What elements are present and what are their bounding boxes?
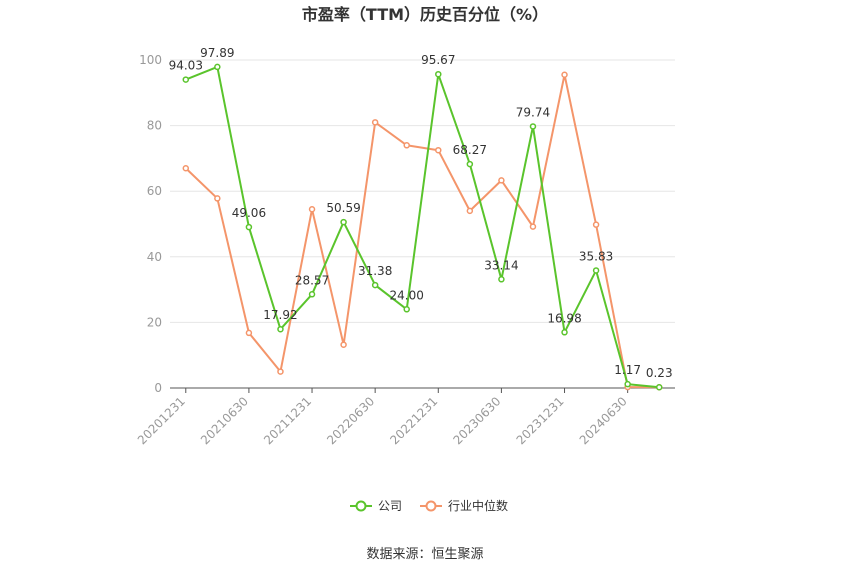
series-1-point-0 — [182, 164, 190, 172]
x-tick-label-7: 20240630 — [577, 394, 630, 447]
data-label-4: 28.57 — [295, 273, 329, 287]
series-1-point-3 — [277, 368, 284, 375]
series-0-point-0 — [182, 76, 190, 83]
series-0-point-8 — [435, 70, 442, 78]
x-tick-label-1: 20210630 — [198, 394, 251, 447]
series-1-point-12 — [561, 71, 568, 79]
y-tick-label-2: 40 — [147, 250, 162, 264]
series-0-point-12 — [561, 329, 568, 336]
x-tick-label-2: 20211231 — [261, 394, 314, 447]
series-0-point-10 — [498, 276, 505, 283]
y-tick-label-0: 0 — [154, 381, 162, 395]
y-tick-label-4: 80 — [147, 119, 162, 133]
data-label-15: 0.23 — [646, 366, 673, 380]
x-tick-label-3: 20220630 — [324, 394, 377, 447]
series-0-point-3 — [277, 325, 284, 333]
data-label-5: 50.59 — [326, 201, 360, 215]
data-label-9: 68.27 — [453, 143, 487, 157]
series-0-point-7 — [403, 306, 410, 313]
y-tick-label-3: 60 — [147, 184, 162, 198]
data-label-14: 1.17 — [614, 363, 641, 377]
source-note: 数据来源：恒生聚源 — [366, 547, 483, 562]
series-0-point-11 — [529, 123, 537, 130]
data-label-3: 17.92 — [263, 308, 297, 322]
series-1-point-4 — [308, 205, 316, 213]
x-tick-label-6: 20231231 — [514, 394, 567, 447]
data-label-13: 35.83 — [579, 249, 613, 263]
series-1-point-1 — [214, 195, 221, 202]
series-1-point-11 — [529, 223, 537, 230]
series-1-point-7 — [403, 142, 410, 149]
legend-marker-0 — [355, 500, 367, 512]
y-tick-label-5: 100 — [139, 53, 162, 67]
series-1-point-5 — [340, 341, 347, 348]
series-0-point-15 — [655, 383, 663, 391]
data-label-7: 24.00 — [390, 288, 424, 302]
data-label-2: 49.06 — [232, 206, 266, 220]
x-tick-label-4: 20221231 — [387, 394, 440, 447]
x-tick-label-5: 20230630 — [450, 394, 503, 447]
y-axis: 0 20 40 60 80 100 — [139, 53, 162, 395]
x-axis: 20201231 20210630 20211231 20220630 20221231… — [135, 387, 675, 447]
legend-label-0: 公司 — [378, 499, 402, 513]
series-line-0 — [185, 65, 660, 389]
legend-label-1: 行业中位数 — [448, 498, 508, 513]
data-label-0: 94.03 — [169, 59, 203, 73]
data-label-11: 79.74 — [516, 105, 550, 119]
data-label-6: 31.38 — [358, 264, 392, 278]
data-label-8: 95.67 — [421, 53, 455, 67]
series-1-point-13 — [592, 221, 600, 228]
legend-item-1[interactable]: 行业中位数 — [420, 498, 508, 513]
series-0-point-14 — [624, 380, 631, 388]
y-tick-label-1: 20 — [147, 315, 162, 329]
chart-title: 市盈率（TTM）历史百分位（%） — [302, 5, 548, 24]
series-0-point-13 — [592, 267, 600, 274]
series-1-point-8 — [435, 146, 442, 154]
series-1-point-6 — [371, 119, 379, 126]
legend[interactable]: 公司 行业中位数 — [350, 498, 508, 513]
series-1-point-9 — [466, 207, 474, 215]
series-line-1 — [185, 73, 660, 389]
series-1-point-2 — [245, 329, 253, 337]
data-label-1: 97.89 — [200, 46, 234, 60]
legend-marker-1 — [425, 500, 437, 512]
series-layer — [182, 63, 663, 391]
x-tick-label-0: 20201231 — [135, 394, 188, 447]
data-label-12: 16.98 — [547, 311, 581, 325]
series-0-point-5 — [340, 218, 347, 226]
series-0-point-2 — [245, 223, 253, 231]
series-0-point-4 — [308, 291, 316, 298]
legend-item-0[interactable]: 公司 — [350, 499, 402, 513]
series-1-point-10 — [498, 177, 505, 184]
data-label-10: 33.14 — [484, 258, 518, 272]
series-0-point-6 — [371, 281, 379, 289]
series-0-point-9 — [466, 160, 474, 168]
series-0-point-1 — [214, 63, 221, 71]
